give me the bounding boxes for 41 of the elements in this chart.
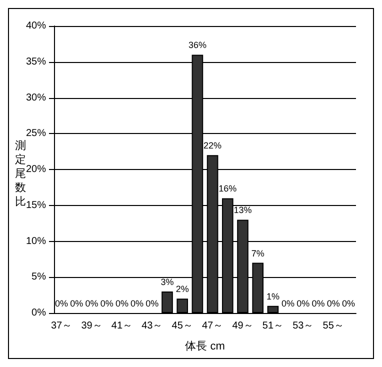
data-label: 16% bbox=[218, 184, 237, 194]
x-tick-label: 41～ bbox=[111, 320, 133, 332]
data-label: 22% bbox=[204, 140, 222, 151]
y-tick-label: 30% bbox=[26, 92, 46, 104]
x-tick-label: 49～ bbox=[232, 320, 254, 332]
x-tick-label: 45～ bbox=[172, 320, 193, 332]
data-label: 0% bbox=[85, 298, 98, 308]
x-axis-title: 体長 cm bbox=[185, 340, 225, 352]
x-tick-label: 53～ bbox=[292, 320, 314, 332]
data-label: 0% bbox=[130, 298, 144, 308]
data-label: 0% bbox=[342, 298, 355, 308]
data-label: 0% bbox=[312, 298, 325, 308]
y-tick-label: 35% bbox=[26, 56, 46, 68]
data-label: 1% bbox=[266, 291, 280, 302]
x-tick-label: 37～ bbox=[50, 320, 72, 332]
data-label: 0% bbox=[115, 298, 128, 308]
x-tick-label: 55～ bbox=[322, 320, 344, 332]
data-label: 13% bbox=[234, 205, 252, 216]
y-tick-label: 40% bbox=[26, 20, 46, 32]
y-tick-label: 25% bbox=[26, 128, 46, 140]
data-label: 3% bbox=[160, 276, 174, 287]
data-label: 0% bbox=[326, 298, 340, 308]
y-axis-title: 測定尾数比 bbox=[15, 140, 26, 208]
y-tick-label: 20% bbox=[26, 164, 46, 175]
y-tick-label: 10% bbox=[26, 236, 46, 247]
data-label: 36% bbox=[188, 40, 206, 50]
y-tick-label: 0% bbox=[32, 308, 46, 318]
x-tick-label: 39～ bbox=[81, 320, 102, 332]
data-label: 0% bbox=[70, 298, 84, 308]
x-tick-label: 43～ bbox=[142, 320, 163, 332]
data-label: 0% bbox=[296, 298, 310, 308]
data-label: 0% bbox=[282, 298, 295, 308]
data-label: 0% bbox=[146, 298, 159, 308]
y-tick-label: 15% bbox=[26, 200, 46, 211]
x-tick-label: 47～ bbox=[202, 320, 224, 332]
data-label: 0% bbox=[100, 298, 114, 308]
data-label: 7% bbox=[251, 248, 264, 258]
data-label: 0% bbox=[55, 298, 68, 308]
data-label: 2% bbox=[176, 284, 189, 294]
x-tick-label: 51～ bbox=[262, 320, 284, 332]
y-tick-label: 5% bbox=[32, 272, 46, 283]
